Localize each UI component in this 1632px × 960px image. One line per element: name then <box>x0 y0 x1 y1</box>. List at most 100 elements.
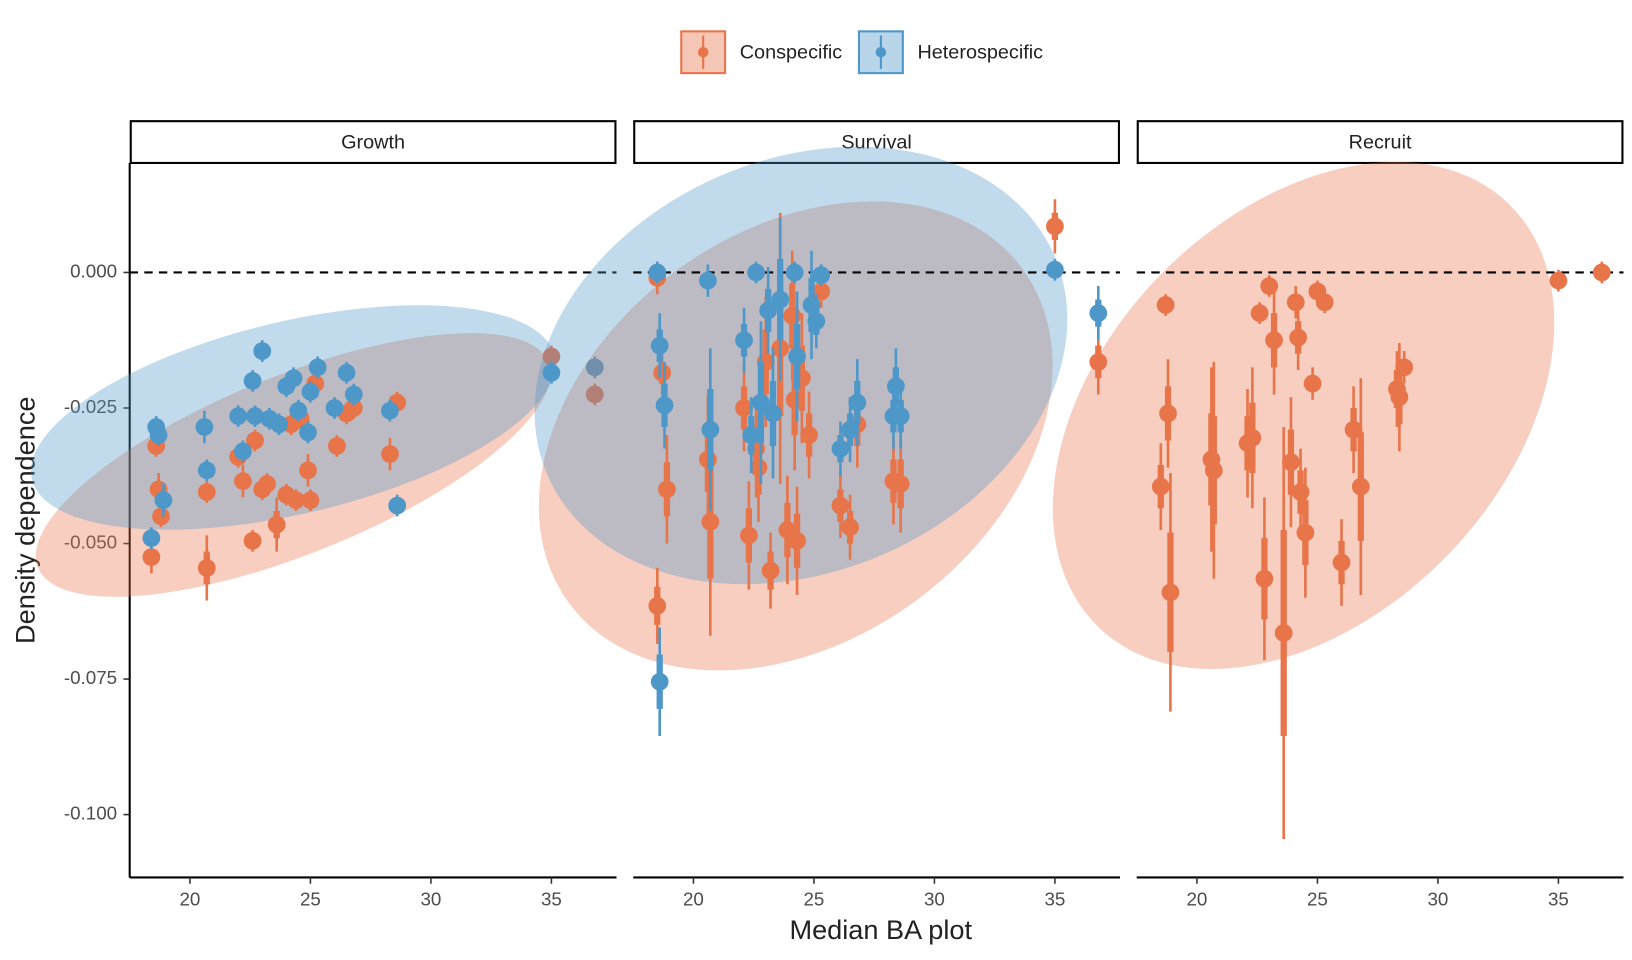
point <box>841 518 859 537</box>
point <box>234 472 252 491</box>
point <box>344 385 363 404</box>
point <box>653 363 671 382</box>
point <box>301 491 320 510</box>
point <box>243 372 262 390</box>
point <box>197 483 216 501</box>
strip <box>1136 120 1624 165</box>
x-tick-label: 20 <box>683 888 704 909</box>
point <box>1046 260 1064 279</box>
point <box>1395 358 1414 377</box>
point <box>650 672 669 691</box>
ellipse <box>1052 161 1555 669</box>
point <box>149 426 168 444</box>
strip-label: Survival <box>841 131 912 153</box>
point <box>585 385 604 404</box>
point <box>699 271 717 290</box>
point <box>142 548 161 566</box>
point <box>891 475 910 493</box>
point <box>1159 404 1177 423</box>
point <box>788 531 806 550</box>
legend-label: Heterospecific <box>917 42 1043 64</box>
point <box>742 426 761 444</box>
point <box>739 526 758 545</box>
x-tick-label: 35 <box>1044 888 1065 909</box>
point <box>246 431 264 450</box>
point <box>328 437 346 455</box>
point <box>267 515 286 534</box>
x-tick-label: 35 <box>541 888 562 909</box>
point <box>658 480 676 499</box>
point <box>650 336 669 355</box>
point <box>1156 296 1175 314</box>
point <box>270 415 288 434</box>
point <box>301 382 320 401</box>
y-tick-label: -0.050 <box>64 531 117 552</box>
point <box>841 420 859 439</box>
legend-label: Conspecific <box>740 42 843 64</box>
ellipse <box>35 333 551 597</box>
point <box>246 407 264 426</box>
point <box>195 418 214 436</box>
point <box>1274 624 1293 642</box>
point <box>807 312 826 331</box>
point <box>1204 461 1223 480</box>
y-tick-label: -0.075 <box>64 667 117 688</box>
point <box>542 347 561 366</box>
point <box>1332 553 1351 572</box>
point <box>1291 483 1310 501</box>
point <box>299 423 317 442</box>
point <box>747 263 765 282</box>
strip-label: Recruit <box>1349 131 1412 153</box>
strip-label: Growth <box>341 131 405 153</box>
x-tick-label: 25 <box>1307 888 1328 909</box>
y-tick-label: 0.000 <box>70 260 117 281</box>
strip <box>633 120 1120 165</box>
panel <box>1052 161 1624 839</box>
point <box>701 512 720 531</box>
point <box>735 331 753 350</box>
panel <box>31 271 617 601</box>
point <box>1296 523 1315 542</box>
panel <box>534 146 1120 736</box>
point <box>800 426 818 444</box>
point <box>585 358 604 377</box>
point <box>1089 353 1108 371</box>
point <box>1289 328 1308 347</box>
point <box>886 377 905 396</box>
point <box>1303 374 1322 393</box>
point <box>1315 293 1334 312</box>
point <box>243 531 262 550</box>
y-axis-title: Density dependence <box>9 396 40 643</box>
x-tick-label: 20 <box>1186 888 1207 909</box>
point <box>648 596 667 615</box>
point <box>308 358 327 377</box>
x-tick-label: 30 <box>1427 888 1448 909</box>
point <box>788 347 806 366</box>
point <box>197 461 216 480</box>
x-tick-label: 35 <box>1548 888 1569 909</box>
point <box>701 420 720 439</box>
legend-key-point <box>697 47 709 58</box>
point <box>1243 428 1262 447</box>
point <box>783 306 802 325</box>
point <box>1260 277 1279 295</box>
point <box>1286 293 1305 312</box>
point <box>299 461 317 480</box>
point <box>325 399 344 417</box>
point <box>848 393 867 412</box>
point <box>735 399 753 417</box>
point <box>785 263 804 282</box>
point <box>337 363 356 382</box>
point <box>1549 271 1568 290</box>
point <box>812 266 831 285</box>
point <box>1390 388 1409 407</box>
point <box>152 507 170 526</box>
point <box>542 363 561 382</box>
point <box>1250 304 1269 323</box>
point <box>344 399 363 417</box>
y-tick-label: -0.025 <box>64 396 117 417</box>
point <box>388 496 407 515</box>
x-tick-label: 30 <box>420 888 441 909</box>
point <box>197 559 216 577</box>
